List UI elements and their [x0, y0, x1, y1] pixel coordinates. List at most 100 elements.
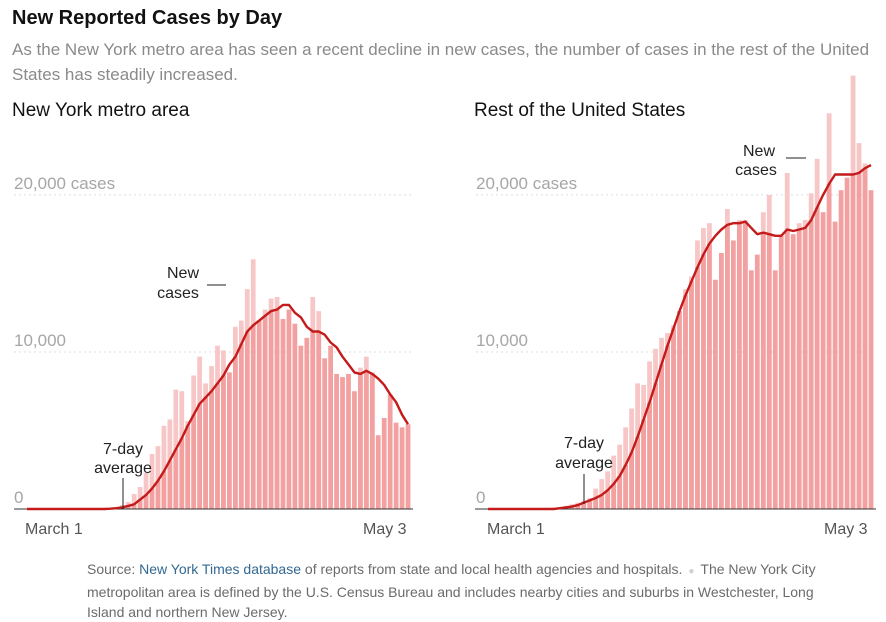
source-prefix: Source:	[87, 561, 139, 577]
bar-below-average	[310, 332, 315, 509]
y-tick-label: 20,000 cases	[14, 174, 115, 193]
bar-below-average	[179, 438, 184, 509]
bar-below-average	[233, 357, 238, 509]
bar-below-average	[316, 332, 321, 509]
source-text: of reports from state and local health a…	[301, 561, 682, 577]
bar-below-average	[203, 398, 208, 509]
bar	[352, 391, 357, 509]
bar	[839, 190, 844, 509]
bar-below-average	[827, 184, 832, 509]
bar	[298, 346, 303, 509]
bars-us	[475, 76, 876, 509]
bar-below-average	[689, 281, 694, 509]
bar	[406, 424, 411, 509]
bar	[376, 435, 381, 509]
bar	[340, 377, 345, 509]
bars-ny	[14, 259, 413, 509]
bar-below-average	[809, 220, 814, 509]
bar	[869, 190, 874, 509]
bar	[346, 374, 351, 509]
bar-below-average	[671, 328, 676, 509]
panel-title-us: Rest of the United States	[474, 100, 685, 121]
bar-below-average	[653, 383, 658, 509]
bar-below-average	[245, 332, 250, 509]
bar-below-average	[725, 225, 730, 509]
bar-below-average	[251, 325, 256, 509]
bar-below-average	[623, 465, 628, 509]
bar	[382, 418, 387, 509]
bar	[281, 319, 286, 509]
bar	[731, 240, 736, 509]
bar-below-average	[743, 222, 748, 509]
bar	[755, 255, 760, 509]
bar-below-average	[370, 374, 375, 509]
x-start-label-ny: March 1	[25, 521, 83, 538]
bar	[257, 321, 262, 509]
bar	[719, 253, 724, 509]
bar	[388, 394, 393, 509]
bar-below-average	[641, 419, 646, 509]
separator-dot-icon: ●	[682, 566, 700, 577]
bar	[749, 270, 754, 509]
bar-below-average	[785, 229, 790, 509]
bar-below-average	[191, 415, 196, 509]
bar	[287, 310, 292, 509]
annotation-7day-line2-ny: average	[94, 460, 152, 477]
bar-below-average	[269, 311, 274, 509]
bar-below-average	[364, 371, 369, 509]
y-tick-label: 10,000	[476, 331, 528, 350]
bar-below-average	[156, 481, 161, 509]
bar	[773, 270, 778, 509]
source-database-link[interactable]: New York Times database	[139, 561, 301, 577]
bar-below-average	[209, 391, 214, 509]
bar-below-average	[863, 168, 868, 509]
bar	[779, 236, 784, 509]
bar	[791, 234, 796, 509]
x-end-label-ny: May 3	[363, 521, 407, 538]
bar-below-average	[611, 484, 616, 509]
bar-below-average	[221, 376, 226, 509]
bar	[713, 280, 718, 509]
bar-below-average	[358, 374, 363, 509]
bar-below-average	[173, 449, 178, 509]
bar-below-average	[707, 244, 712, 509]
annotation-new-cases-line2-ny: cases	[157, 285, 199, 302]
annotation-7day-line1-ny: 7-day	[103, 441, 143, 458]
panel-rest-of-us: Rest of the United States 010,00020,000 …	[474, 76, 876, 538]
bar-below-average	[665, 346, 670, 509]
annotation-7day-line2-us: average	[555, 455, 613, 472]
bar-below-average	[695, 267, 700, 509]
bar	[845, 178, 850, 509]
bar	[394, 423, 399, 509]
bar-below-average	[857, 173, 862, 509]
bar-below-average	[239, 344, 244, 509]
bar-below-average	[761, 233, 766, 509]
bar	[328, 346, 333, 509]
bar-below-average	[185, 426, 190, 509]
bar	[833, 222, 838, 509]
bar	[677, 311, 682, 509]
x-end-label-us: May 3	[824, 521, 868, 538]
bar-below-average	[629, 452, 634, 509]
annotation-new-cases-line1-us: New	[743, 143, 775, 160]
bar-below-average	[215, 383, 220, 509]
bar	[322, 358, 327, 509]
bar	[304, 338, 309, 509]
bar	[400, 427, 405, 509]
y-tick-label: 0	[476, 488, 485, 507]
annotation-new-cases-line2-us: cases	[735, 162, 777, 179]
y-tick-label: 10,000	[14, 331, 66, 350]
annotation-new-cases-line1-ny: New	[167, 265, 199, 282]
bar-below-average	[797, 229, 802, 509]
bar-below-average	[162, 471, 167, 509]
bar-below-average	[647, 402, 652, 509]
bar-below-average	[263, 316, 268, 509]
bar-below-average	[803, 228, 808, 509]
bar-below-average	[851, 175, 856, 509]
bar-below-average	[167, 460, 172, 509]
panel-title-ny: New York metro area	[12, 100, 190, 121]
bar-below-average	[197, 404, 202, 509]
bar-below-average	[683, 295, 688, 509]
